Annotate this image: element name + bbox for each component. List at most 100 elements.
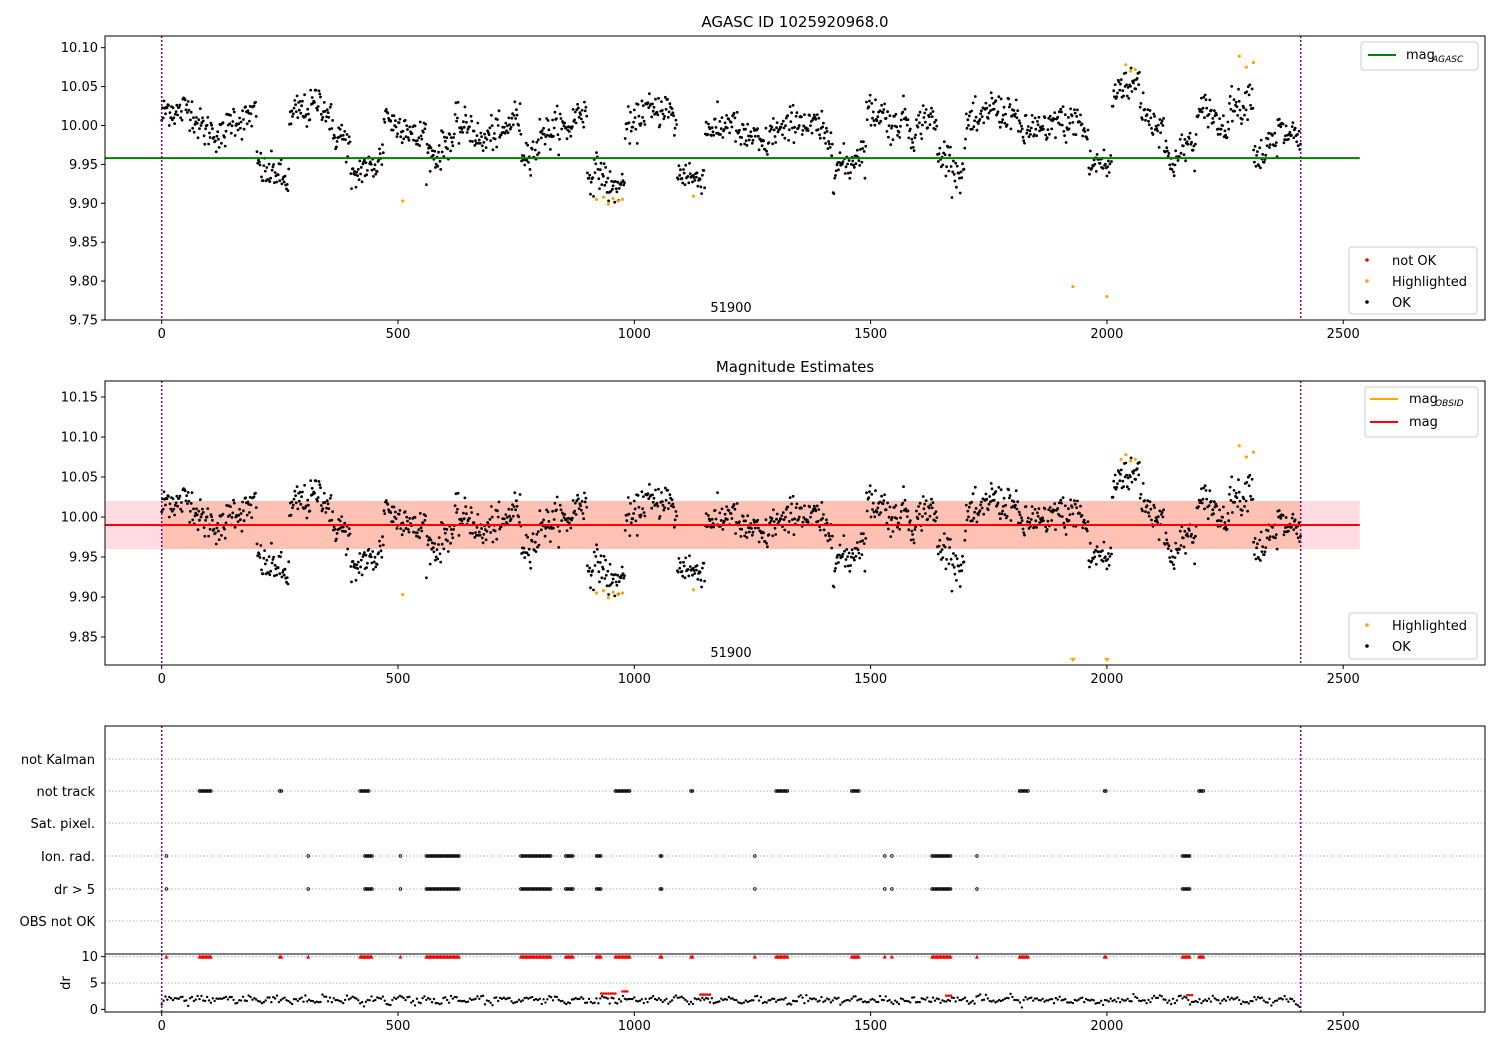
ok-point bbox=[961, 162, 964, 166]
dr-point bbox=[876, 1000, 880, 1004]
dr-point bbox=[228, 996, 231, 999]
ok-point bbox=[952, 172, 956, 176]
ok-point bbox=[1237, 87, 1240, 91]
ok-point bbox=[1017, 129, 1020, 133]
dr-point bbox=[1164, 998, 1167, 1002]
ok-point bbox=[1160, 510, 1164, 514]
ok-point bbox=[1019, 521, 1023, 525]
ok-point bbox=[1223, 521, 1227, 524]
ok-point bbox=[176, 504, 180, 508]
ok-point bbox=[301, 99, 304, 103]
dr-point bbox=[514, 1001, 517, 1004]
ok-point bbox=[367, 547, 371, 551]
ok-point bbox=[372, 568, 375, 571]
dr-point bbox=[432, 997, 436, 1001]
ok-point bbox=[1064, 533, 1068, 536]
ok-point bbox=[1247, 93, 1251, 97]
dr-clipped-marker bbox=[690, 954, 695, 959]
ok-point bbox=[496, 118, 499, 121]
ok-point bbox=[356, 174, 359, 178]
ok-point bbox=[535, 140, 539, 144]
ok-point bbox=[1165, 146, 1169, 150]
ok-point bbox=[1186, 534, 1190, 538]
ok-point bbox=[862, 532, 865, 536]
ok-point bbox=[559, 117, 563, 120]
dr-point bbox=[1094, 1002, 1097, 1005]
ok-point bbox=[511, 123, 515, 127]
ok-point bbox=[895, 125, 899, 129]
ok-point bbox=[474, 139, 477, 143]
dr-point bbox=[773, 997, 776, 1001]
ok-point bbox=[355, 563, 359, 567]
ok-point bbox=[370, 561, 374, 565]
ok-point bbox=[297, 499, 301, 503]
ok-point bbox=[822, 513, 825, 516]
dr-clipped-marker bbox=[548, 954, 553, 959]
ok-point bbox=[186, 111, 189, 114]
ok-point bbox=[905, 123, 909, 127]
ok-point bbox=[1106, 165, 1110, 169]
ok-point bbox=[438, 552, 442, 556]
ok-point bbox=[1297, 129, 1301, 133]
ok-point bbox=[611, 184, 615, 188]
status-legend-box bbox=[1348, 246, 1478, 315]
ok-point bbox=[980, 506, 984, 510]
ok-point bbox=[973, 119, 976, 123]
ok-point bbox=[1258, 538, 1262, 542]
highlighted-point bbox=[1244, 455, 1248, 459]
ok-point bbox=[457, 534, 461, 537]
ok-point bbox=[195, 507, 198, 511]
ok-point bbox=[465, 512, 468, 516]
ok-point bbox=[637, 505, 641, 509]
dr-point bbox=[529, 996, 532, 999]
highlighted-point bbox=[1119, 457, 1123, 461]
ok-point bbox=[865, 491, 868, 495]
ok-point bbox=[305, 125, 309, 128]
ok-point bbox=[771, 142, 775, 146]
ok-point bbox=[1074, 133, 1078, 137]
ok-point bbox=[248, 495, 252, 499]
dr-point bbox=[655, 998, 659, 1002]
ok-point bbox=[314, 88, 318, 92]
dr-point bbox=[538, 997, 541, 1000]
ok-point bbox=[1026, 128, 1029, 132]
ok-point bbox=[694, 568, 698, 572]
ok-point bbox=[828, 142, 831, 146]
dr-point bbox=[922, 997, 925, 1001]
ok-point bbox=[1044, 525, 1048, 529]
ok-point bbox=[769, 127, 773, 131]
ok-point bbox=[269, 176, 272, 180]
flag-marker bbox=[455, 854, 460, 858]
ok-point bbox=[1202, 486, 1206, 490]
ok-point bbox=[329, 103, 333, 106]
ok-point bbox=[998, 120, 1001, 124]
flag-marker bbox=[753, 854, 757, 858]
ok-point bbox=[552, 518, 556, 521]
dr-point bbox=[353, 996, 356, 999]
ok-point bbox=[180, 110, 183, 113]
ok-point bbox=[1246, 118, 1249, 122]
dr-point bbox=[277, 1000, 281, 1004]
ok-point bbox=[394, 510, 397, 514]
ok-point bbox=[924, 512, 927, 515]
ok-point bbox=[800, 133, 804, 136]
ok-point bbox=[732, 111, 736, 115]
dr-point bbox=[610, 996, 613, 1000]
ok-point bbox=[1184, 552, 1187, 555]
ok-point bbox=[1178, 547, 1181, 551]
ok-point bbox=[994, 99, 998, 103]
ok-point bbox=[792, 533, 796, 536]
ok-point bbox=[783, 528, 787, 532]
ok-point bbox=[787, 520, 791, 523]
ok-point bbox=[772, 117, 775, 120]
dr-point bbox=[1168, 999, 1171, 1002]
ok-point bbox=[188, 520, 192, 524]
ok-point bbox=[191, 518, 195, 522]
ok-point bbox=[552, 526, 555, 530]
ok-point bbox=[1274, 144, 1277, 148]
ok-point bbox=[602, 162, 606, 166]
ok-point bbox=[1132, 469, 1136, 473]
ok-point bbox=[397, 512, 401, 516]
ok-point bbox=[270, 149, 273, 153]
ok-point bbox=[563, 121, 567, 125]
